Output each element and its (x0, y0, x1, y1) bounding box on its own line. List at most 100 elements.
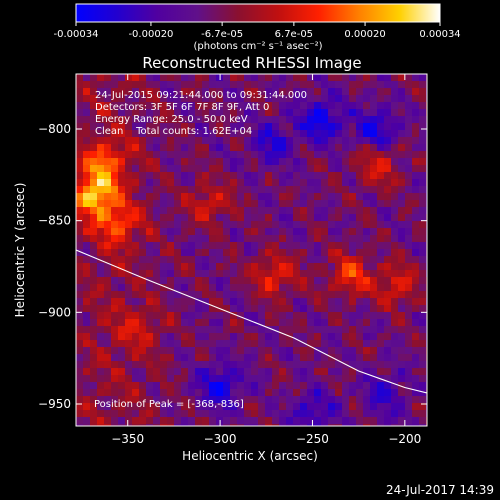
heatmap-cell (412, 228, 419, 235)
heatmap-cell (83, 291, 90, 298)
heatmap-cell (83, 389, 90, 396)
heatmap-cell (244, 298, 251, 305)
heatmap-cell (174, 172, 181, 179)
heatmap-cell (230, 137, 237, 144)
heatmap-cell (237, 95, 244, 102)
heatmap-cell (370, 193, 377, 200)
heatmap-cell (160, 424, 167, 426)
heatmap-cell (139, 361, 146, 368)
heatmap-cell (265, 116, 272, 123)
heatmap-cell (398, 81, 405, 88)
heatmap-cell (195, 172, 202, 179)
heatmap-cell (377, 410, 384, 417)
heatmap-cell (174, 326, 181, 333)
heatmap-cell (384, 298, 391, 305)
heatmap-cell (237, 158, 244, 165)
heatmap-cell (244, 116, 251, 123)
heatmap-cell (97, 298, 104, 305)
heatmap-cell (419, 193, 426, 200)
heatmap-cell (223, 256, 230, 263)
heatmap-cell (405, 228, 412, 235)
heatmap-cell (139, 74, 146, 81)
heatmap-cell (174, 319, 181, 326)
heatmap-cell (146, 123, 153, 130)
heatmap-cell (419, 256, 426, 263)
heatmap-cell (293, 382, 300, 389)
heatmap-cell (328, 256, 335, 263)
heatmap-cell (83, 102, 90, 109)
heatmap-cell (132, 123, 139, 130)
heatmap-cell (419, 284, 426, 291)
heatmap-cell (230, 81, 237, 88)
heatmap-cell (342, 396, 349, 403)
heatmap-cell (174, 284, 181, 291)
heatmap-cell (209, 81, 216, 88)
heatmap-cell (188, 144, 195, 151)
heatmap-cell (153, 88, 160, 95)
heatmap-cell (419, 375, 426, 382)
heatmap-cell (279, 305, 286, 312)
heatmap-cell (300, 74, 307, 81)
heatmap-cell (349, 340, 356, 347)
heatmap-cell (293, 235, 300, 242)
heatmap-cell (118, 137, 125, 144)
heatmap-cell (370, 123, 377, 130)
heatmap-cell (132, 116, 139, 123)
heatmap-cell (90, 172, 97, 179)
heatmap-cell (384, 214, 391, 221)
heatmap-cell (230, 347, 237, 354)
heatmap-cell (90, 361, 97, 368)
heatmap-cell (321, 172, 328, 179)
heatmap-cell (272, 200, 279, 207)
heatmap-cell (272, 389, 279, 396)
heatmap-cell (111, 109, 118, 116)
heatmap-cell (153, 333, 160, 340)
heatmap-cell (209, 200, 216, 207)
heatmap-cell (286, 354, 293, 361)
heatmap-cell (174, 340, 181, 347)
heatmap-cell (160, 165, 167, 172)
heatmap-cell (405, 88, 412, 95)
heatmap-cell (398, 326, 405, 333)
heatmap-cell (244, 361, 251, 368)
heatmap-cell (279, 186, 286, 193)
heatmap-cell (167, 165, 174, 172)
heatmap-cell (181, 207, 188, 214)
heatmap-cell (377, 389, 384, 396)
heatmap-cell (321, 123, 328, 130)
heatmap-cell (181, 179, 188, 186)
heatmap-cell (76, 193, 83, 200)
heatmap-cell (174, 410, 181, 417)
heatmap-cell (258, 123, 265, 130)
heatmap-cell (258, 102, 265, 109)
heatmap-cell (335, 424, 342, 426)
heatmap-cell (398, 123, 405, 130)
heatmap-cell (139, 263, 146, 270)
heatmap-cell (300, 396, 307, 403)
heatmap-cell (160, 305, 167, 312)
heatmap-cell (384, 375, 391, 382)
heatmap-cell (405, 130, 412, 137)
heatmap-cell (272, 368, 279, 375)
heatmap-cell (349, 305, 356, 312)
heatmap-cell (391, 375, 398, 382)
heatmap-cell (146, 319, 153, 326)
heatmap-cell (160, 207, 167, 214)
heatmap-cell (139, 172, 146, 179)
heatmap-cell (279, 417, 286, 424)
heatmap-cell (363, 333, 370, 340)
heatmap-cell (90, 207, 97, 214)
heatmap-cell (230, 340, 237, 347)
y-axis-label: Heliocentric Y (arcsec) (13, 183, 27, 318)
heatmap-cell (398, 242, 405, 249)
heatmap-cell (146, 158, 153, 165)
heatmap-cell (265, 270, 272, 277)
heatmap-cell (174, 109, 181, 116)
heatmap-cell (398, 228, 405, 235)
heatmap-cell (195, 228, 202, 235)
heatmap-cell (342, 277, 349, 284)
heatmap-cell (83, 354, 90, 361)
heatmap-cell (412, 193, 419, 200)
heatmap-cell (83, 326, 90, 333)
heatmap-cell (230, 368, 237, 375)
